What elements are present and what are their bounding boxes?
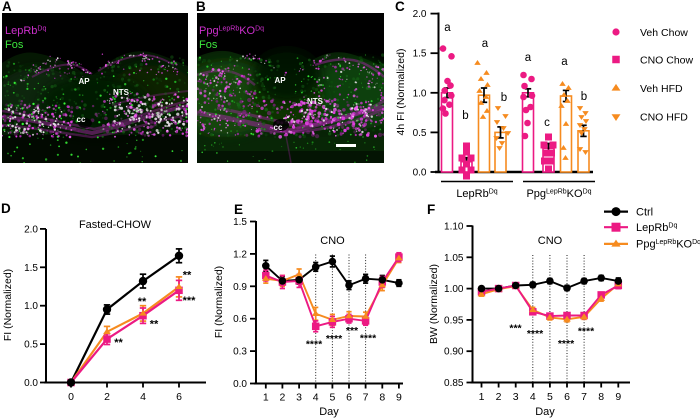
svg-text:cc: cc: [274, 123, 283, 132]
svg-text:5: 5: [547, 391, 553, 403]
svg-text:6: 6: [346, 392, 352, 404]
svg-text:3: 3: [513, 391, 519, 403]
svg-text:2: 2: [104, 391, 110, 403]
svg-text:9: 9: [396, 392, 402, 404]
svg-text:0.3: 0.3: [233, 347, 247, 358]
svg-text:a: a: [561, 56, 568, 68]
svg-text:1.5: 1.5: [413, 49, 427, 60]
svg-text:F: F: [427, 202, 435, 217]
svg-text:7: 7: [363, 392, 369, 404]
svg-text:D: D: [1, 201, 11, 216]
svg-text:Veh HFD: Veh HFD: [640, 83, 683, 95]
svg-text:0.5: 0.5: [24, 340, 38, 351]
svg-text:****: ****: [306, 339, 323, 351]
svg-text:a: a: [444, 22, 451, 34]
svg-text:a: a: [482, 38, 489, 50]
svg-text:**: **: [138, 296, 147, 308]
svg-text:Day: Day: [535, 406, 555, 418]
svg-text:1: 1: [263, 392, 269, 404]
svg-text:2.0: 2.0: [24, 224, 38, 235]
svg-text:***: ***: [346, 325, 359, 337]
svg-text:**: **: [150, 319, 159, 331]
svg-text:BW (Normalized): BW (Normalized): [428, 264, 440, 344]
svg-text:1.10: 1.10: [444, 222, 464, 233]
svg-text:1.0: 1.0: [413, 88, 427, 99]
svg-text:2.0: 2.0: [413, 9, 427, 20]
svg-text:AP: AP: [78, 77, 90, 86]
svg-text:4: 4: [313, 392, 319, 404]
svg-text:LepRbDq: LepRbDq: [5, 25, 46, 37]
svg-text:0.95: 0.95: [444, 315, 464, 326]
svg-text:a: a: [525, 52, 532, 64]
svg-text:4: 4: [530, 391, 536, 403]
svg-text:6: 6: [176, 391, 182, 403]
svg-text:0.0: 0.0: [24, 378, 38, 389]
svg-text:E: E: [234, 202, 243, 217]
svg-text:1.0: 1.0: [24, 301, 38, 312]
svg-text:0.9: 0.9: [233, 282, 247, 293]
svg-text:Ctrl: Ctrl: [636, 206, 653, 218]
svg-text:CNO: CNO: [538, 235, 563, 247]
svg-text:0: 0: [68, 391, 74, 403]
svg-text:****: ****: [326, 333, 343, 345]
svg-text:LepRbDq: LepRbDq: [636, 222, 677, 234]
svg-text:0.0: 0.0: [413, 168, 427, 179]
svg-text:****: ****: [558, 338, 575, 350]
svg-text:A: A: [2, 0, 12, 14]
svg-text:0.85: 0.85: [444, 378, 464, 389]
svg-text:Fos: Fos: [5, 39, 24, 51]
svg-text:cc: cc: [77, 115, 86, 124]
svg-text:b: b: [462, 110, 468, 122]
svg-text:***: ***: [509, 323, 522, 335]
svg-text:C: C: [395, 0, 405, 14]
svg-text:4: 4: [140, 391, 146, 403]
svg-text:Fasted-CHOW: Fasted-CHOW: [79, 219, 152, 231]
svg-text:0.90: 0.90: [444, 347, 464, 358]
svg-text:0.6: 0.6: [233, 314, 247, 325]
svg-text:b: b: [581, 91, 587, 103]
svg-text:CNO: CNO: [320, 235, 345, 247]
svg-text:****: ****: [527, 328, 544, 340]
svg-text:b: b: [501, 92, 507, 104]
svg-text:CNO HFD: CNO HFD: [640, 112, 688, 124]
svg-text:Day: Day: [319, 406, 339, 418]
svg-text:4h FI (Normalized): 4h FI (Normalized): [395, 49, 407, 136]
svg-text:1.05: 1.05: [444, 253, 464, 264]
svg-text:AP: AP: [274, 76, 286, 85]
svg-text:**: **: [114, 337, 123, 349]
svg-text:NTS: NTS: [307, 97, 324, 106]
svg-text:***: ***: [183, 295, 197, 307]
svg-text:2: 2: [279, 392, 285, 404]
svg-text:c: c: [544, 117, 550, 129]
svg-text:****: ****: [360, 333, 377, 345]
svg-text:Veh Chow: Veh Chow: [640, 27, 688, 39]
svg-text:1.00: 1.00: [444, 284, 464, 295]
svg-text:0.5: 0.5: [413, 128, 427, 139]
svg-text:0.0: 0.0: [233, 379, 247, 390]
svg-text:3: 3: [296, 392, 302, 404]
svg-text:5: 5: [329, 392, 335, 404]
svg-text:FI (Normalized): FI (Normalized): [2, 269, 14, 341]
svg-text:1: 1: [479, 391, 485, 403]
svg-text:****: ****: [578, 326, 595, 338]
svg-text:8: 8: [379, 392, 385, 404]
svg-text:NTS: NTS: [113, 88, 130, 97]
svg-text:8: 8: [598, 391, 604, 403]
svg-text:CNO Chow: CNO Chow: [640, 54, 694, 66]
svg-text:PpgLepRbKODq: PpgLepRbKODq: [526, 188, 591, 200]
svg-text:Fos: Fos: [199, 39, 218, 51]
svg-text:9: 9: [615, 391, 621, 403]
svg-text:**: **: [183, 270, 192, 282]
svg-text:B: B: [196, 0, 206, 14]
svg-text:6: 6: [564, 391, 570, 403]
svg-text:1.5: 1.5: [233, 217, 247, 228]
svg-text:1.5: 1.5: [24, 263, 38, 274]
svg-text:2: 2: [496, 391, 502, 403]
svg-text:PpgLepRbKODq: PpgLepRbKODq: [636, 239, 700, 251]
svg-text:7: 7: [581, 391, 587, 403]
svg-text:LepRbDq: LepRbDq: [456, 188, 497, 200]
svg-text:FI (Normalized): FI (Normalized): [213, 266, 225, 338]
svg-text:1.2: 1.2: [233, 249, 247, 260]
svg-text:PpgLepRbKODq: PpgLepRbKODq: [199, 25, 264, 37]
